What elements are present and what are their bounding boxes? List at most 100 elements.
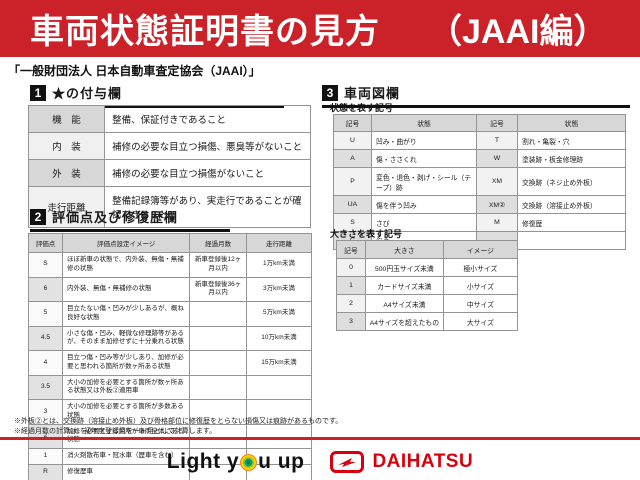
footer: Light y u up DAIHATSU	[0, 443, 640, 480]
table-cell: 新車登録後12ヶ月以内	[189, 252, 247, 278]
page-title: 車両状態証明書の見方	[30, 13, 380, 51]
table-cell: 補修の必要な目立つ損傷、悪臭等がないこと	[104, 132, 311, 160]
column-header: 大きさ	[364, 240, 444, 259]
table-cell: 塗装跡・板金修理跡	[516, 149, 627, 168]
table-cell: S	[333, 213, 372, 232]
table-row: 4 目立つ傷・凹み等が少しあり、加修が必要と思われる箇所が数ヶ所ある状態 15万km…	[28, 350, 313, 376]
condition-symbols-label: 状態を表す記号	[330, 103, 394, 113]
table-cell: 5	[28, 301, 63, 327]
light-you-up-o-icon	[240, 454, 258, 471]
table-cell	[245, 374, 313, 401]
table-cell: 1万km未満	[245, 252, 313, 278]
table-cell: カードサイズ未満	[364, 276, 444, 295]
column-header: イメージ	[442, 240, 519, 259]
table-cell: 3	[28, 399, 63, 425]
table-header-row: 記号 状態 記号 状態	[333, 114, 627, 132]
light-you-up-slogan: Light y u up	[167, 450, 305, 474]
table-cell: 傷を伴う凹み	[370, 195, 478, 214]
table-cell: 内外装、無傷・無補修の状態	[61, 276, 191, 303]
table-cell: 大サイズ	[442, 312, 519, 331]
table-cell: A4サイズ未満	[364, 294, 444, 313]
table-cell: UA	[333, 195, 372, 214]
column-header: 記号	[476, 114, 518, 132]
table-cell: 整備記録簿等があり、実走行であることが確認できること	[104, 186, 311, 228]
page-title-edition: （JAAI編）	[428, 13, 608, 51]
star-criteria-table: 機 能整備、保証付きであること内 装補修の必要な目立つ損傷、悪臭等がないこと外 …	[27, 105, 311, 228]
table-cell: 3	[336, 312, 366, 331]
size-symbols-label: 大きさを表す記号	[330, 229, 403, 239]
table-cell: T	[476, 131, 518, 150]
table-row: 3.5 大小の加修を必要とする箇所が数ヶ所ある状態又は外板②適用車	[28, 374, 313, 401]
table-cell: 修復歴	[516, 213, 627, 232]
table-row: 外 装補修の必要な目立つ損傷がないこと	[27, 159, 311, 187]
section-2-title: 評価点及び修復歴欄	[52, 210, 179, 225]
table-cell: 凹み・曲がり	[370, 131, 478, 150]
table-cell: 極小サイズ	[442, 258, 519, 277]
table-row: 0 500円玉サイズ未満 極小サイズ	[336, 258, 519, 277]
table-row: S ほぼ新車の状態で、内外装、無傷・無補修の状態 新車登録後12ヶ月以内 1万km未満	[28, 252, 313, 278]
table-cell: 4.5	[28, 325, 63, 352]
table-cell: R	[28, 464, 63, 480]
table-cell: 新車登録後36ヶ月以内	[189, 276, 247, 303]
slogan-text-right: u up	[258, 449, 305, 473]
table-cell: 15万km未満	[245, 350, 313, 376]
daihatsu-d-mark-icon	[330, 450, 365, 473]
table-cell	[189, 301, 247, 327]
table-cell	[516, 231, 627, 250]
table-cell	[189, 374, 247, 401]
table-cell: 変色・退色・剥げ・シール（テープ）跡	[370, 167, 478, 196]
table-cell: XM	[476, 167, 518, 196]
table-cell: 交換跡（溶接止め外板）	[516, 195, 627, 214]
table-cell: 小サイズ	[442, 276, 519, 295]
section-1-number-badge: 1	[30, 84, 46, 101]
table-cell: P	[333, 167, 372, 196]
table-cell: 内 装	[27, 132, 106, 160]
daihatsu-wordmark: DAIHATSU	[372, 450, 474, 472]
footnote-2: ※経過月数の計算は、初年度登録月を一ヶ月として計算します。	[14, 428, 217, 436]
size-symbols-table: 記号 大きさ イメージ 0 500円玉サイズ未満 極小サイズ 1 カードサイズ未満 小サイズ 2…	[336, 240, 519, 331]
table-cell: 1	[336, 276, 366, 295]
table-cell: 外 装	[27, 159, 106, 187]
table-header-row: 評価点 評価点設定イメージ 経過月数 走行距離	[28, 233, 313, 253]
evaluation-points-table: 評価点 評価点設定イメージ 経過月数 走行距離 S ほぼ新車の状態で、内外装、無傷・無補…	[28, 233, 313, 480]
table-cell: 2	[28, 423, 63, 450]
table-cell	[189, 325, 247, 352]
table-cell: 6	[28, 276, 63, 303]
organization-subtitle: 「一般財団法人 日本自動車査定協会（JAAI）」	[8, 64, 261, 78]
table-cell: 4	[28, 350, 63, 376]
table-cell: 目立つ傷・凹み等が少しあり、加修が必要と思われる箇所が数ヶ所ある状態	[61, 350, 191, 376]
table-cell: 大小の加修を必要とする箇所が数ヶ所ある状態又は外板②適用車	[61, 374, 191, 401]
table-cell: 0	[336, 258, 366, 277]
table-cell: 3.5	[28, 374, 63, 401]
table-cell: A4サイズを超えたもの	[364, 312, 444, 331]
footnotes: ※外板②とは、交換跡（溶接止め外板）及び骨格部位に修復歴をとらない損傷又は痕跡が…	[14, 417, 342, 437]
table-cell: 2	[336, 294, 366, 313]
table-row: 機 能整備、保証付きであること	[27, 105, 311, 133]
table-row: 4.5 小さな傷・凹み、軽微な修理跡等があるが、そのまま加修せずに十分乗れる状態 1…	[28, 325, 313, 352]
table-cell: 3万km未満	[245, 276, 313, 303]
table-cell: XM②	[476, 195, 518, 214]
table-cell: 5万km未満	[245, 301, 313, 327]
footnote-1: ※外板②とは、交換跡（溶接止め外板）及び骨格部位に修復歴をとらない損傷又は痕跡が…	[14, 418, 343, 425]
column-header: 状態	[370, 114, 478, 132]
column-header: 記号	[333, 114, 372, 132]
table-cell: 500円玉サイズ未満	[364, 258, 444, 277]
section-2-number-badge: 2	[30, 208, 46, 225]
table-cell: 中サイズ	[442, 294, 519, 313]
table-cell: 補修の必要な目立つ損傷がないこと	[104, 159, 311, 187]
slogan-text-left: Light y	[166, 449, 240, 473]
table-row: 5 目立たない傷・凹みが少しあるが、概ね良好な状態 5万km未満	[28, 301, 313, 327]
table-cell: 交換跡（ネジ止め外板）	[516, 167, 627, 196]
title-bar: 車両状態証明書の見方 （JAAI編）	[0, 0, 640, 57]
daihatsu-logo: DAIHATSU	[330, 450, 474, 473]
table-row: 内 装補修の必要な目立つ損傷、悪臭等がないこと	[27, 132, 311, 160]
footer-divider	[0, 437, 640, 440]
table-cell: 機 能	[27, 105, 106, 133]
table-cell: 目立たない傷・凹みが少しあるが、概ね良好な状態	[61, 301, 191, 327]
table-cell: W	[476, 149, 518, 168]
table-cell: A	[333, 149, 372, 168]
table-cell: 1	[28, 448, 63, 466]
table-row: S さび M 修復歴	[333, 213, 627, 232]
table-cell: 整備、保証付きであること	[104, 105, 311, 133]
